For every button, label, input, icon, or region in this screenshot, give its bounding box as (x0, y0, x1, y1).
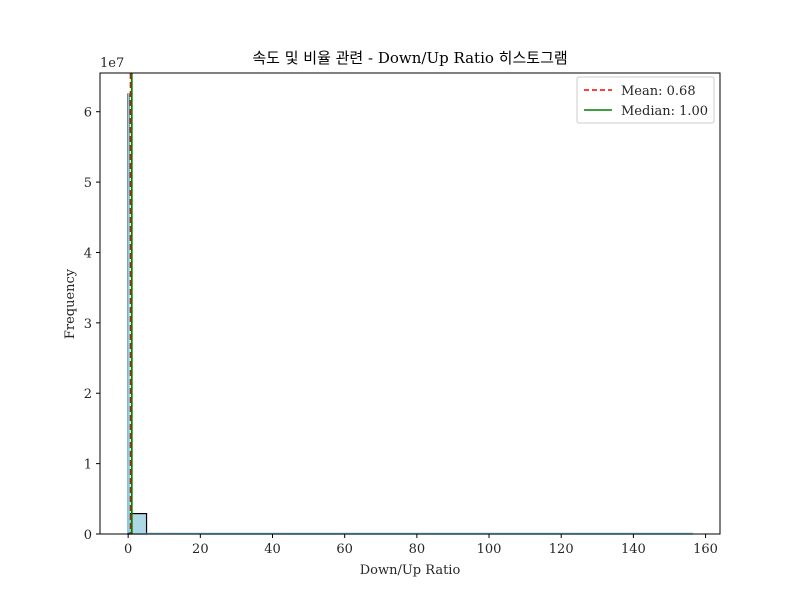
x-tick-label: 20 (192, 542, 209, 557)
y-tick-label: 4 (84, 246, 92, 261)
y-axis-label: Frequency (63, 268, 78, 339)
chart-title: 속도 및 비율 관련 - Down/Up Ratio 히스토그램 (252, 49, 567, 67)
axes: 0 20 40 60 80 100 120 140 160 0 1 2 3 4 5 6 (84, 72, 721, 557)
x-tick-label: 160 (693, 542, 718, 557)
legend: Mean: 0.68 Median: 1.00 (576, 76, 715, 124)
y-tick-label: 0 (84, 528, 92, 543)
x-tick-label: 100 (477, 542, 502, 557)
x-axis-label: Down/Up Ratio (360, 563, 461, 578)
x-tick-label: 60 (336, 542, 353, 557)
legend-box (576, 76, 715, 124)
plot-area (127, 73, 693, 535)
x-tick-label: 0 (124, 542, 132, 557)
y-tick-label: 2 (84, 387, 92, 402)
x-tick-label: 120 (549, 542, 574, 557)
y-multiplier-label: 1e7 (100, 56, 124, 71)
y-tick-label: 1 (84, 458, 92, 473)
x-tick-label: 40 (264, 542, 281, 557)
axes-frame (99, 72, 721, 535)
x-tick-label: 140 (621, 542, 646, 557)
y-tick-label: 6 (84, 106, 92, 121)
legend-mean-label: Mean: 0.68 (621, 84, 696, 99)
x-tick-label: 80 (409, 542, 426, 557)
y-tick-label: 5 (84, 176, 92, 191)
kde-curve (127, 92, 693, 535)
y-tick-label: 3 (84, 317, 92, 332)
legend-median-label: Median: 1.00 (621, 104, 708, 119)
